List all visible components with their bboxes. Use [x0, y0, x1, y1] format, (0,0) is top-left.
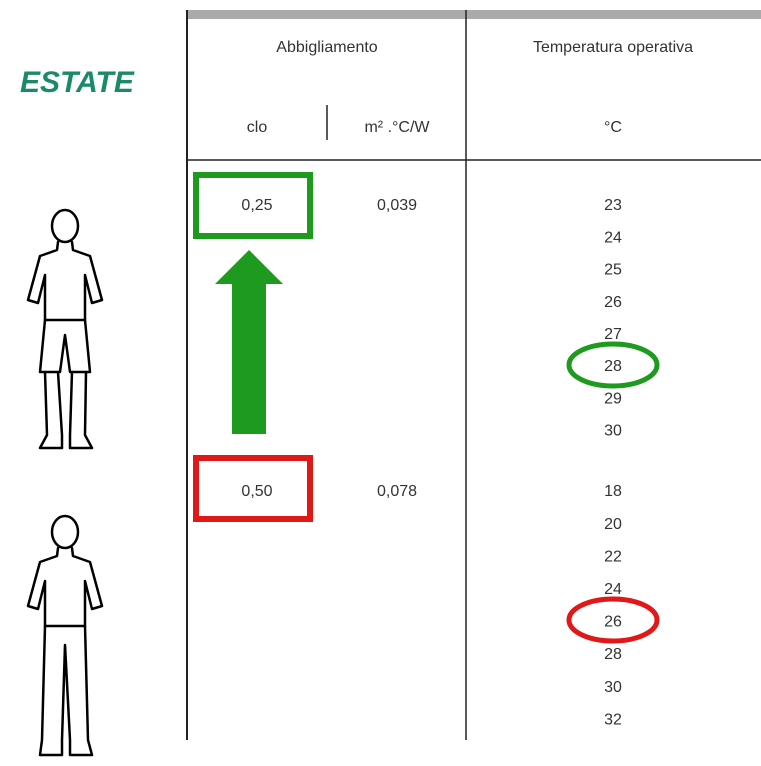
clo-cell: 0,25 — [241, 197, 272, 214]
temperature-cell: 28 — [604, 358, 622, 375]
header: Abbigliamento — [276, 39, 378, 56]
highlight-box — [193, 455, 313, 522]
temperature-cell: 25 — [604, 262, 622, 279]
arrow-head — [215, 250, 283, 284]
figure-shorts — [26, 208, 104, 450]
temperature-cell: 26 — [604, 294, 622, 311]
highlight-ellipse — [566, 596, 660, 644]
temperature-cell: 20 — [604, 516, 622, 533]
arrow-shaft — [232, 282, 266, 434]
resistance-cell: 0,039 — [377, 197, 417, 214]
table-body: 0,25 0,039 23 24 25 26 27 28 29 30 0,50 0,078 18 20 22… — [241, 197, 622, 728]
resistance-cell: 0,078 — [377, 483, 417, 500]
temperature-cell: 24 — [604, 581, 622, 598]
temperature-cell: 22 — [604, 548, 622, 565]
highlight-box — [193, 172, 313, 239]
figure-trousers — [26, 514, 104, 757]
temperature-cell: 28 — [604, 646, 622, 663]
clo-cell: 0,50 — [241, 483, 272, 500]
temperature-cell: 27 — [604, 326, 622, 343]
temperature-cell: 32 — [604, 711, 622, 728]
season-label: ESTATE — [20, 66, 135, 99]
top-bar — [187, 10, 761, 19]
temperature-cell: 18 — [604, 483, 622, 500]
temperature-cell: 24 — [604, 229, 622, 246]
temperature-cell: 30 — [604, 679, 622, 696]
temperature-cell: 29 — [604, 390, 622, 407]
temperature-cell: 30 — [604, 423, 622, 440]
temperature-cell: 26 — [604, 614, 622, 631]
temperature-cell: 23 — [604, 197, 622, 214]
subheader: clo — [247, 119, 268, 136]
header: Temperatura operativa — [533, 39, 693, 56]
subheader: °C — [604, 119, 622, 136]
subheader: m² .°C/W — [364, 119, 430, 136]
highlight-ellipse — [566, 341, 660, 389]
